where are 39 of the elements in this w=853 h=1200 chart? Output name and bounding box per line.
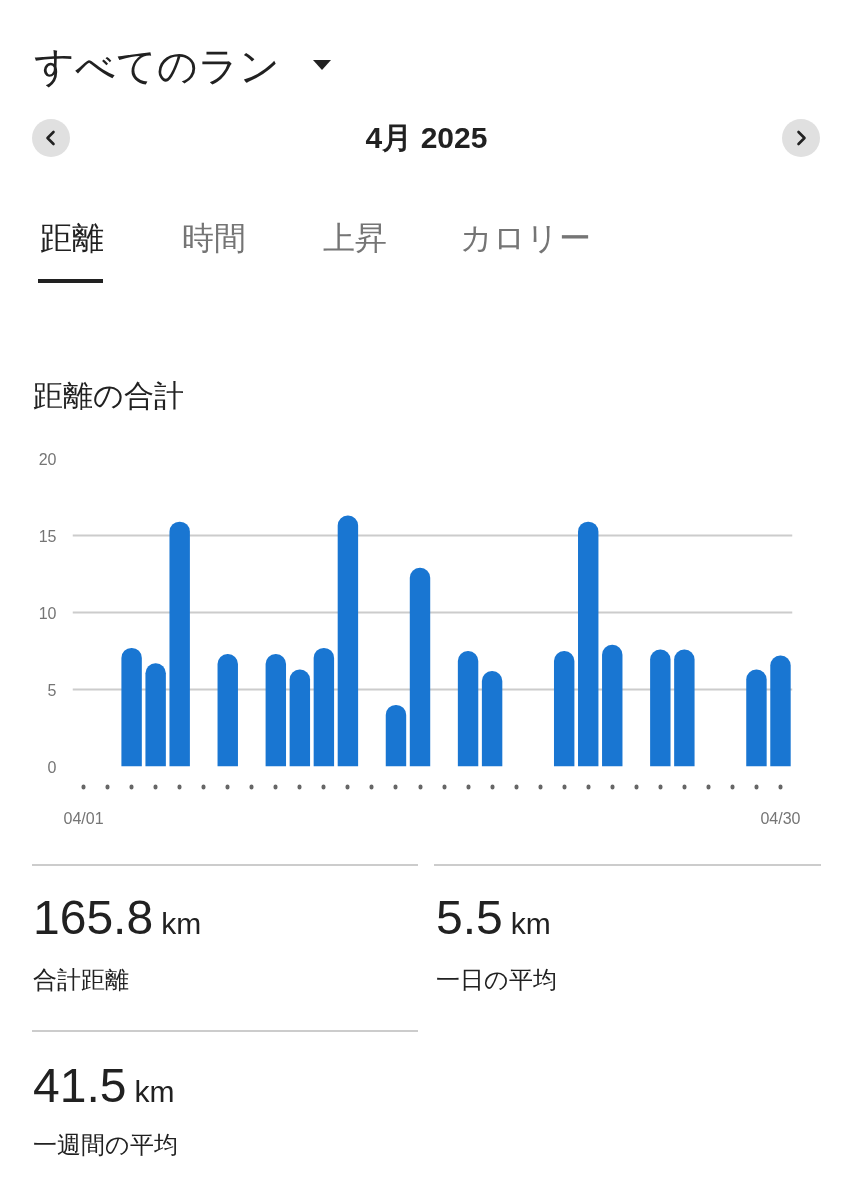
text: 一日の平均 bbox=[436, 966, 557, 994]
bar bbox=[313, 647, 335, 767]
y-tick-label: 10 bbox=[38, 604, 57, 622]
text: 165.8 km bbox=[33, 891, 202, 944]
text: 距離 bbox=[40, 220, 104, 256]
bar bbox=[553, 651, 575, 767]
y-tick-label: 5 bbox=[47, 681, 57, 699]
text: カロリー bbox=[460, 220, 591, 256]
bar bbox=[289, 669, 311, 767]
y-tick-label: 15 bbox=[38, 527, 57, 545]
bar bbox=[145, 663, 166, 767]
bar bbox=[337, 515, 359, 767]
bar bbox=[409, 567, 431, 767]
text: 4月 2025 bbox=[364, 121, 489, 154]
bar bbox=[217, 654, 238, 767]
bar bbox=[265, 654, 287, 767]
bar bbox=[385, 704, 407, 767]
chart-title: 距離の合計 bbox=[32, 379, 184, 412]
text: 上昇 bbox=[323, 220, 387, 256]
bar bbox=[650, 649, 671, 767]
bar bbox=[457, 651, 479, 767]
bar bbox=[602, 644, 623, 767]
bar bbox=[746, 669, 767, 767]
text: 合計距離 bbox=[33, 966, 129, 994]
text: 41.5 km bbox=[33, 1059, 175, 1112]
bar bbox=[578, 521, 599, 767]
text: 一週間の平均 bbox=[33, 1131, 178, 1159]
text: すべてのラン bbox=[34, 44, 280, 88]
bar bbox=[121, 647, 142, 767]
bar bbox=[169, 521, 190, 767]
x-tick-label: 04/30 bbox=[760, 809, 801, 827]
x-tick-label: 04/01 bbox=[63, 809, 104, 827]
bar bbox=[770, 655, 791, 767]
bar bbox=[674, 649, 695, 767]
bar bbox=[481, 671, 503, 767]
text: 時間 bbox=[182, 220, 246, 256]
y-tick-label: 20 bbox=[38, 450, 57, 468]
text: 5.5 km bbox=[436, 891, 551, 944]
y-tick-label: 0 bbox=[47, 758, 57, 776]
